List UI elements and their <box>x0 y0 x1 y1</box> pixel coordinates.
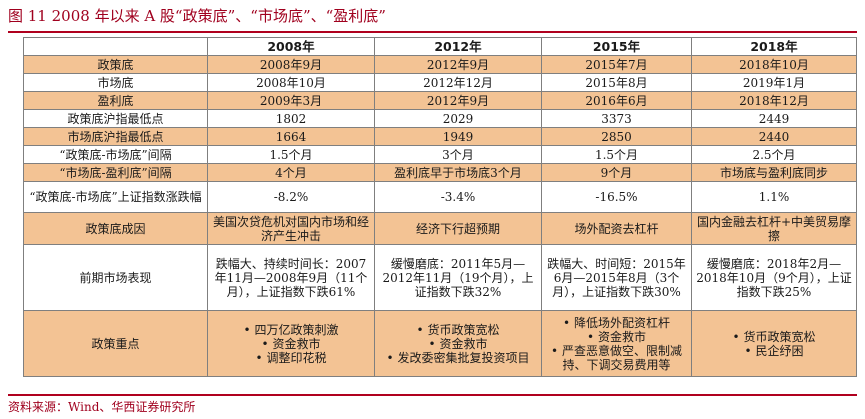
row-pm-change: “政策底-市场底”上证指数涨跌幅 -8.2% -3.4% -16.5% 1.1% <box>23 181 857 213</box>
list-item: • 四万亿政策刺激 <box>243 322 339 337</box>
table-cell: 2.5个月 <box>691 145 857 164</box>
row-me-interval: “市场底-盈利底”间隔 4个月 盈利底早于市场底3个月 9个月 市场底与盈利底同… <box>23 163 857 182</box>
title-rule <box>8 31 857 33</box>
table-cell: 2008年9月 <box>207 55 375 74</box>
row-performance: 前期市场表现 跌幅大、持续时间长：2007年11月—2008年9月（11个月），… <box>23 244 857 311</box>
table-cell: 场外配资去杠杆 <box>541 212 692 245</box>
table-cell: 1664 <box>207 127 375 146</box>
row-label: 政策底 <box>23 55 208 74</box>
row-label: “市场底-盈利底”间隔 <box>23 163 208 182</box>
header-row: 2008年 2012年 2015年 2018年 <box>23 37 857 56</box>
table-cell: 3373 <box>541 109 692 128</box>
table-cell: 2850 <box>541 127 692 146</box>
table-cell: -3.4% <box>374 181 542 213</box>
table-cell: 2008年10月 <box>207 73 375 92</box>
table-cell: -16.5% <box>541 181 692 213</box>
table-cell: 2012年12月 <box>374 73 542 92</box>
list-item: • 货币政策宽松 <box>732 329 816 344</box>
list-item: • 资金救市 <box>261 336 321 351</box>
header-2015: 2015年 <box>541 37 692 56</box>
row-label: 政策重点 <box>23 310 208 377</box>
table-cell: 2009年3月 <box>207 91 375 110</box>
table-cell: 2018年12月 <box>691 91 857 110</box>
list-item: • 降低场外配资杠杆 <box>563 315 670 330</box>
table-cell: • 货币政策宽松 • 资金救市 • 发改委密集批复投资项目 <box>374 310 542 377</box>
table-cell: 4个月 <box>207 163 375 182</box>
table-cell: 1.5个月 <box>541 145 692 164</box>
table-cell: 1.5个月 <box>207 145 375 164</box>
table-cell: 2015年8月 <box>541 73 692 92</box>
row-cause: 政策底成因 美国次贷危机对国内市场和经济产生冲击 经济下行超预期 场外配资去杠杆… <box>23 212 857 245</box>
row-label: “政策底-市场底”间隔 <box>23 145 208 164</box>
table-cell: 2449 <box>691 109 857 128</box>
table-cell: 1.1% <box>691 181 857 213</box>
header-2012: 2012年 <box>374 37 542 56</box>
list-item: • 严查恶意做空、限制减持、下调交易费用等 <box>551 343 682 372</box>
table-cell: 1949 <box>374 127 542 146</box>
table-cell: 3个月 <box>374 145 542 164</box>
table-cell: 2012年9月 <box>374 55 542 74</box>
header-blank <box>23 37 208 56</box>
list-item: • 调整印花税 <box>255 350 327 365</box>
table-cell: 1802 <box>207 109 375 128</box>
table-cell: • 货币政策宽松 • 民企纾困 <box>691 310 857 377</box>
row-label: 政策底成因 <box>23 212 208 245</box>
table-cell: 2019年1月 <box>691 73 857 92</box>
row-market-bottom: 市场底 2008年10月 2012年12月 2015年8月 2019年1月 <box>23 73 857 92</box>
figure-title: 图 11 2008 年以来 A 股“政策底”、“市场底”、“盈利底” <box>8 7 386 25</box>
list-item: • 资金救市 <box>428 336 488 351</box>
row-focus: 政策重点 • 四万亿政策刺激 • 资金救市 • 调整印花税 • 货币政策宽松 •… <box>23 310 857 377</box>
source-rule <box>8 394 857 396</box>
table-cell: 2015年7月 <box>541 55 692 74</box>
row-label: 市场底 <box>23 73 208 92</box>
row-label: 前期市场表现 <box>23 244 208 311</box>
row-label: 市场底沪指最低点 <box>23 127 208 146</box>
row-policy-bottom: 政策底 2008年9月 2012年9月 2015年7月 2018年10月 <box>23 55 857 74</box>
table-cell: 2029 <box>374 109 542 128</box>
table-cell: 国内金融去杠杆+中美贸易摩擦 <box>691 212 857 245</box>
table-cell: 市场底与盈利底同步 <box>691 163 857 182</box>
row-label: 盈利底 <box>23 91 208 110</box>
list-item: • 货币政策宽松 <box>416 322 500 337</box>
row-earnings-bottom: 盈利底 2009年3月 2012年9月 2016年6月 2018年12月 <box>23 91 857 110</box>
table-cell: 9个月 <box>541 163 692 182</box>
table-cell: • 降低场外配资杠杆 • 资金救市 • 严查恶意做空、限制减持、下调交易费用等 <box>541 310 692 377</box>
row-label: “政策底-市场底”上证指数涨跌幅 <box>23 181 208 213</box>
row-label: 政策底沪指最低点 <box>23 109 208 128</box>
header-2008: 2008年 <box>207 37 375 56</box>
table-cell: 盈利底早于市场底3个月 <box>374 163 542 182</box>
table-cell: 经济下行超预期 <box>374 212 542 245</box>
row-market-low: 市场底沪指最低点 1664 1949 2850 2440 <box>23 127 857 146</box>
table-cell: 2440 <box>691 127 857 146</box>
table-cell: 美国次贷危机对国内市场和经济产生冲击 <box>207 212 375 245</box>
table-cell: -8.2% <box>207 181 375 213</box>
policy-market-earnings-table: 2008年 2012年 2015年 2018年 政策底 2008年9月 2012… <box>23 37 857 377</box>
table-cell: 跌幅大、持续时间长：2007年11月—2008年9月（11个月），上证指数下跌6… <box>207 244 375 311</box>
row-pm-interval: “政策底-市场底”间隔 1.5个月 3个月 1.5个月 2.5个月 <box>23 145 857 164</box>
header-2018: 2018年 <box>691 37 857 56</box>
row-policy-low: 政策底沪指最低点 1802 2029 3373 2449 <box>23 109 857 128</box>
list-item: • 民企纾困 <box>744 343 804 358</box>
table-cell: • 四万亿政策刺激 • 资金救市 • 调整印花税 <box>207 310 375 377</box>
table-cell: 跌幅大、时间短：2015年6月—2015年8月（3个月），上证指数下跌30% <box>541 244 692 311</box>
source-note: 资料来源：Wind、华西证券研究所 <box>8 400 196 414</box>
list-item: • 资金救市 <box>587 329 646 344</box>
table-cell: 2018年10月 <box>691 55 857 74</box>
table-cell: 2012年9月 <box>374 91 542 110</box>
table-cell: 缓慢磨底：2011年5月—2012年11月（19个月），上证指数下跌32% <box>374 244 542 311</box>
table-cell: 2016年6月 <box>541 91 692 110</box>
table-cell: 缓慢磨底：2018年2月—2018年10月（9个月），上证指数下跌25% <box>691 244 857 311</box>
list-item: • 发改委密集批复投资项目 <box>386 350 530 365</box>
